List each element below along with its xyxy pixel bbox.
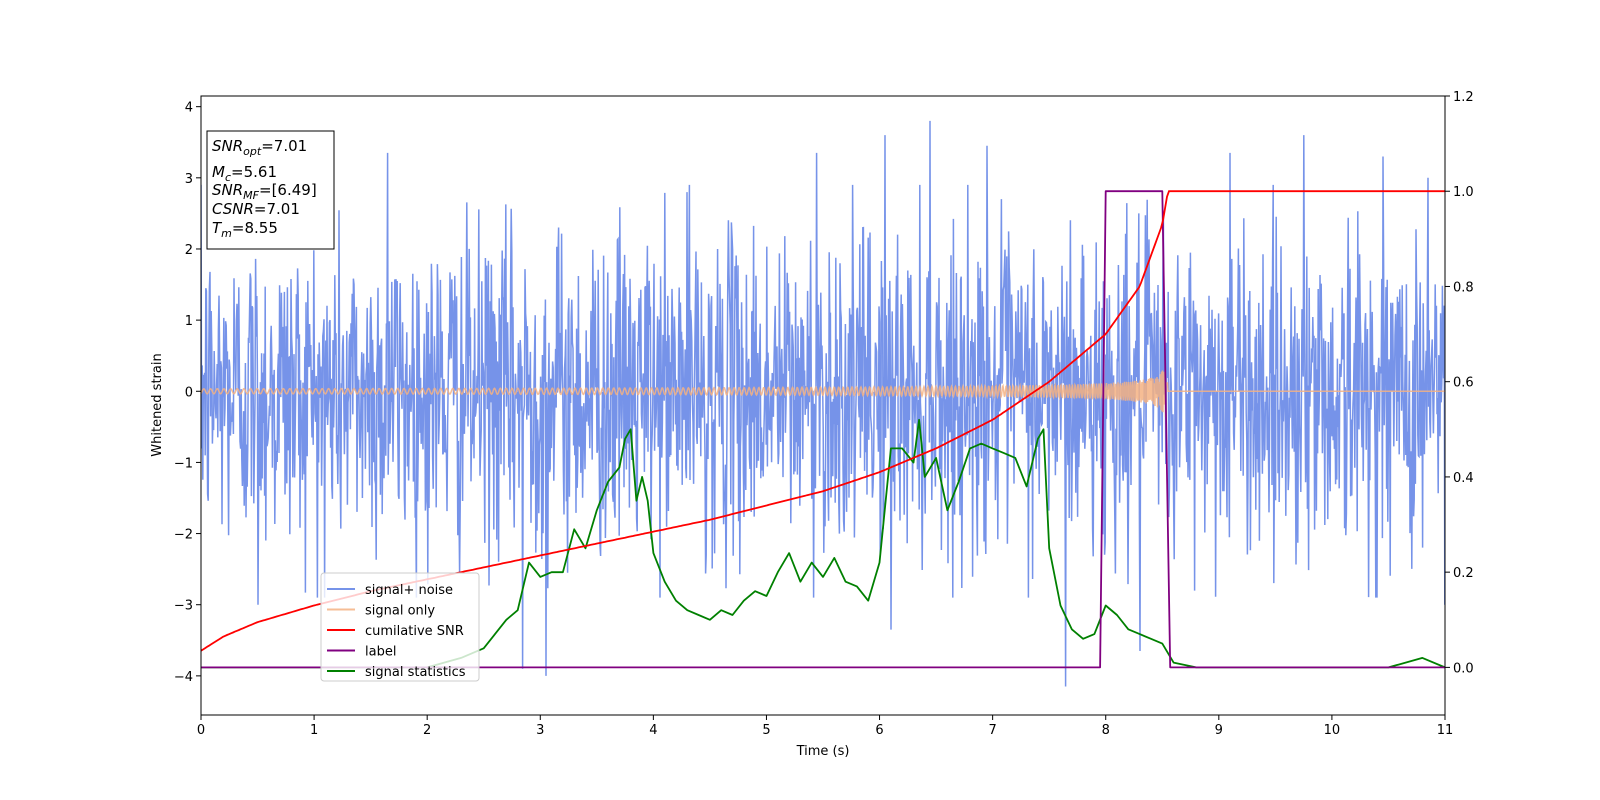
legend-label: label [365,645,396,660]
x-tick-label: 10 [1324,723,1341,738]
legend-label: signal statistics [365,665,466,680]
x-tick-label: 2 [423,723,431,738]
series-line-signal-noise [201,120,1445,687]
y-right-tick-label: 0.8 [1453,280,1474,295]
y-axis-title: Whitened strain [150,353,165,456]
y-tick-label: −4 [174,670,193,685]
x-tick-label: 6 [875,723,883,738]
x-tick-label: 8 [1102,723,1110,738]
info-box-frame [206,130,335,250]
y-tick-label: −1 [174,456,193,471]
plot-frame [200,95,1446,716]
info-line: SNRMF=[6.49] [212,181,317,202]
info-line: CSNR=7.01 [212,200,300,218]
x-tick-label: 4 [649,723,657,738]
y-right-tick-label: 0.2 [1453,566,1474,581]
legend-frame [320,572,480,682]
y-tick-label: −3 [174,599,193,614]
y-tick-label: 0 [185,385,193,400]
y-axis-right: 0.0 0.2 0.4 0.6 0.8 1.0 1.2 [1445,90,1474,676]
x-tick-label: 3 [536,723,544,738]
y-right-tick-label: 1.2 [1453,90,1474,105]
y-right-tick-label: 0.0 [1453,661,1474,676]
legend-label: cumilative SNR [365,624,464,639]
y-tick-label: 3 [185,172,193,187]
x-tick-label: 1 [310,723,318,738]
x-tick-label: 0 [197,723,205,738]
series-line-signal-only [201,370,1445,418]
y-axis-left: −4 −3 −2 −1 0 1 2 3 4 [174,101,201,685]
series-line-signal-statistics [201,418,1445,669]
legend-label: signal only [365,604,435,619]
y-right-tick-label: 1.0 [1453,185,1474,200]
y-tick-label: 4 [185,101,193,116]
x-tick-label: 7 [988,723,996,738]
x-tick-label: 9 [1215,723,1223,738]
x-axis: 0 1 2 3 4 5 6 7 8 9 10 11 [197,715,1453,738]
y-tick-label: −2 [174,528,193,543]
info-line: Mc=5.61 [212,163,277,184]
y-right-tick-label: 0.4 [1453,471,1474,486]
x-tick-label: 5 [762,723,770,738]
info-line: Tm=8.55 [212,219,278,240]
legend-label: signal+ noise [365,583,453,598]
info-line: SNRopt=7.01 [212,137,307,158]
legend: signal+ noise signal only cumilative SNR la… [320,572,480,682]
y-tick-label: 1 [185,314,193,329]
x-axis-title: Time (s) [796,744,850,759]
x-tick-label: 11 [1437,723,1454,738]
series-line-label [201,190,1445,669]
info-box: SNRopt=7.01 Mc=5.61SNRMF=[6.49]CSNR=7.01T… [206,130,335,250]
y-right-tick-label: 0.6 [1453,376,1474,391]
y-tick-label: 2 [185,243,193,258]
